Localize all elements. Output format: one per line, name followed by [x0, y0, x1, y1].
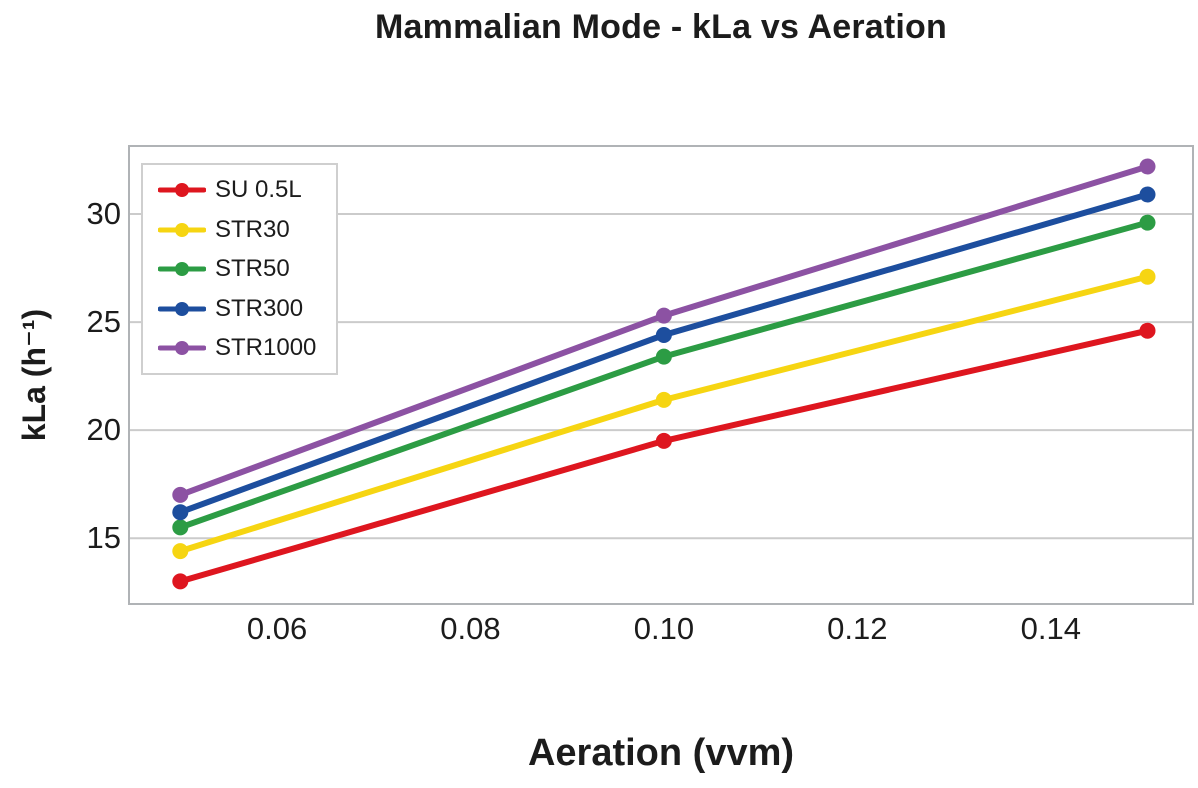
data-point	[655, 432, 672, 449]
x-axis-label: Aeration (vvm)	[527, 732, 795, 774]
data-point	[1139, 268, 1156, 285]
legend-item: STR30	[158, 216, 316, 244]
x-tick-label: 0.14	[1020, 611, 1081, 646]
x-tick-label: 0.12	[827, 611, 888, 646]
legend-item-label: STR1000	[215, 334, 317, 361]
y-tick-label: 25	[86, 304, 121, 340]
legend-item: STR1000	[158, 334, 316, 362]
series-str30	[172, 268, 1156, 560]
legend-item-label: STR300	[215, 294, 304, 322]
data-point	[655, 307, 672, 324]
legend: SU 0.5L STR30 STR50 STR300 STR1000	[141, 163, 339, 375]
data-point	[1139, 158, 1156, 175]
data-point	[172, 486, 189, 503]
y-tick-label: 20	[86, 412, 121, 448]
data-point	[172, 504, 189, 521]
legend-swatch-icon	[158, 222, 206, 237]
data-point	[172, 573, 189, 590]
chart-title: Mammalian Mode - kLa vs Aeration	[375, 8, 947, 46]
series-str50	[172, 214, 1156, 536]
x-tick-label: 0.08	[440, 611, 501, 646]
y-tick-label: 30	[86, 195, 121, 231]
y-tick-label: 15	[86, 520, 121, 556]
series-su-0-5l	[172, 322, 1156, 590]
x-tick-label: 0.10	[633, 611, 695, 646]
data-point	[1139, 214, 1156, 231]
legend-item: STR50	[158, 255, 316, 283]
data-point	[655, 327, 672, 343]
legend-swatch-icon	[158, 262, 206, 276]
legend-item-label: STR50	[215, 255, 290, 282]
legend-swatch-icon	[158, 341, 206, 355]
legend-swatch-icon	[158, 301, 206, 316]
legend-item: STR300	[158, 295, 316, 323]
data-point	[655, 391, 672, 408]
data-point	[172, 519, 189, 536]
legend-item: SU 0.5L	[158, 176, 316, 204]
data-point	[655, 348, 672, 365]
data-point	[172, 543, 189, 560]
series-str1000	[172, 158, 1156, 503]
legend-item-label: STR30	[215, 215, 290, 243]
legend-item-label: SU 0.5L	[215, 176, 302, 203]
data-point	[1139, 186, 1156, 203]
x-tick-label: 0.06	[246, 611, 308, 646]
data-point	[1139, 322, 1156, 339]
series-str300	[172, 186, 1156, 521]
legend-swatch-icon	[158, 183, 206, 197]
